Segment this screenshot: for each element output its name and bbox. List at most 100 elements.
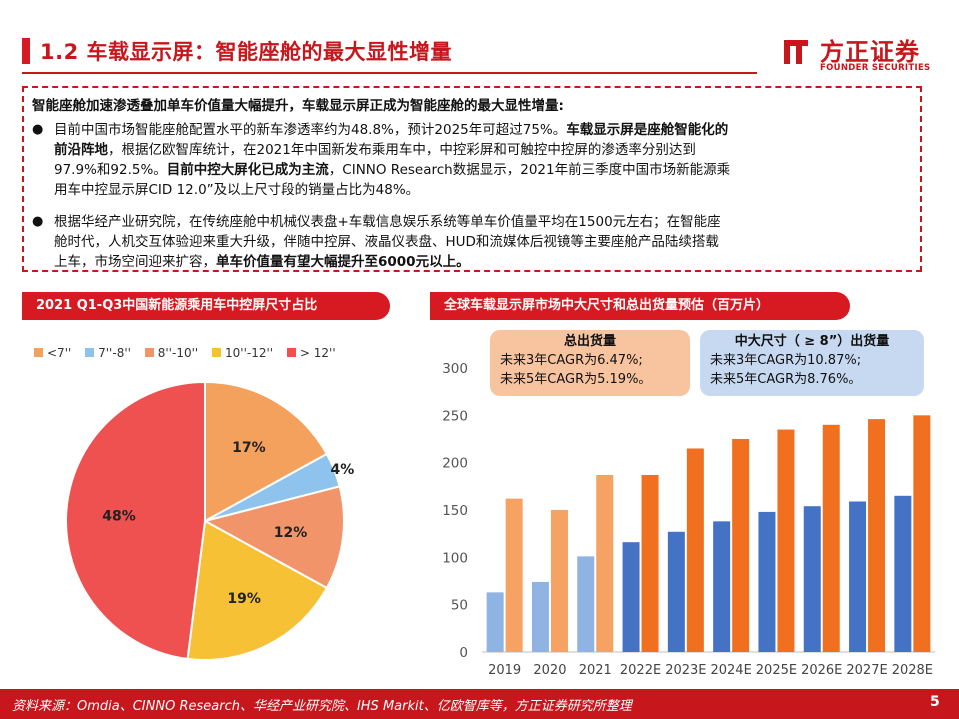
y-tick-label: 0 xyxy=(459,645,468,661)
total-note-title: 总出货量 xyxy=(563,334,616,349)
x-tick-label: 2022E xyxy=(620,663,661,678)
pie-data-label: 48% xyxy=(102,509,136,525)
bullet-1-line-2b: ，根据亿欧智库统计，在2021年中国新发布乘用车中，中控彩屏和可触控中控屏的渗透… xyxy=(108,142,696,158)
logo-chinese-name: 方正证券 xyxy=(820,38,920,66)
bullet-icon: ● xyxy=(32,122,44,137)
bar-total xyxy=(686,448,704,652)
legend-item-7-8: 7''-8'' xyxy=(85,346,131,360)
x-tick-label: 2024E xyxy=(710,663,751,678)
large-note-title: 中大尺寸（ ≥ 8”）出货量 xyxy=(734,334,890,349)
bullet-1-line-1b: 车载显示屏是座舱智能化的 xyxy=(566,122,729,138)
x-tick-label: 2020 xyxy=(533,663,566,678)
pie-data-label: 12% xyxy=(274,525,308,541)
left-chart-title: 2021 Q1-Q3中国新能源乘用车中控屏尺寸占比 xyxy=(22,292,390,320)
pie-chart: 17% 4% 12% 19% 48% xyxy=(65,380,354,661)
bullet-2-line-3a: 上车，市场空间迎来扩容， xyxy=(54,254,216,270)
bar-total xyxy=(777,429,795,652)
bar-large-size xyxy=(894,495,912,652)
summary-headline: 智能座舱加速渗透叠加单车价值量大幅提升，车载显示屏正成为智能座舱的最大显性增量: xyxy=(32,98,564,114)
x-tick-label: 2023E xyxy=(665,663,706,678)
legend-swatch xyxy=(144,348,154,357)
summary-box: 智能座舱加速渗透叠加单车价值量大幅提升，车载显示屏正成为智能座舱的最大显性增量:… xyxy=(22,86,922,272)
founder-logo-icon xyxy=(784,40,808,64)
large-note-line-1: 未来3年CAGR为10.87%; xyxy=(710,353,862,368)
x-tick-label: 2021 xyxy=(579,663,612,678)
bar-large-size xyxy=(486,592,504,652)
bar-total xyxy=(913,415,931,652)
legend-label: > 12'' xyxy=(299,346,336,360)
bullet-1-line-4: 用车中控显示屏CID 12.0”及以上尺寸段的销量占比为48%。 xyxy=(54,182,420,198)
legend-swatch xyxy=(34,348,43,357)
bar-large-size xyxy=(758,511,776,652)
pie-slice xyxy=(204,380,329,523)
bullet-2-line-2: 舱时代，人机交互体验迎来重大升级，伴随中控屏、液晶仪表盘、HUD和流媒体后视镜等… xyxy=(54,234,719,250)
bar-large-size xyxy=(667,531,685,652)
x-tick-label: 2025E xyxy=(756,663,797,678)
bar-chart: 0 50 100 150 200 250 300 2019 2020 2021 2022E 2023E… xyxy=(442,361,935,678)
legend-label: 10''-12'' xyxy=(225,346,274,360)
bar-total xyxy=(732,439,750,652)
bar-large-size xyxy=(577,556,595,652)
bar-total xyxy=(550,510,568,652)
pie-slice xyxy=(65,380,206,661)
bullet-2-line-1: 根据华经产业研究院，在传统座舱中机械仪表盘+车载信息娱乐系统等单车价值量平均在1… xyxy=(54,214,721,230)
pie-data-label: 19% xyxy=(227,591,261,607)
legend-item-10-12: 10''-12'' xyxy=(212,346,273,360)
logo-english-name: FOUNDER SECURITIES xyxy=(820,63,931,73)
y-tick-label: 50 xyxy=(451,598,468,614)
legend-swatch xyxy=(85,348,95,357)
bullet-1-line-1a: 目前中国市场智能座舱配置水平的新车渗透率约为48.8%，预计2025年可超过75… xyxy=(54,122,567,138)
bullet-icon: ● xyxy=(32,214,44,229)
y-tick-label: 150 xyxy=(442,503,468,519)
large-note-line-2: 未来5年CAGR为8.76%。 xyxy=(710,372,862,387)
total-shipment-note: 总出货量 未来3年CAGR为6.47%; 未来5年CAGR为5.19%。 xyxy=(490,330,690,396)
y-tick-label: 250 xyxy=(442,408,468,424)
y-tick-label: 200 xyxy=(442,456,468,472)
bullet-1-text: 目前中国市场智能座舱配置水平的新车渗透率约为48.8%，预计2025年可超过75… xyxy=(54,120,916,200)
bar-large-size xyxy=(713,521,731,652)
pie-legend: <7'' 7''-8'' 8''-10'' 10''-12'' > 12'' xyxy=(34,346,346,360)
legend-label: 7''-8'' xyxy=(98,346,131,360)
title-divider xyxy=(22,72,757,74)
bullet-1-line-3a: 97.9%和92.5%。 xyxy=(54,162,167,178)
total-note-line-2: 未来5年CAGR为5.19%。 xyxy=(500,372,652,387)
right-chart-title: 全球车载显示屏市场中大尺寸和总出货量预估（百万片） xyxy=(430,292,850,320)
pie-data-label: 4% xyxy=(330,462,354,478)
bar-large-size xyxy=(531,581,549,652)
bar-large-size xyxy=(849,501,867,652)
bar-total xyxy=(641,474,659,652)
y-tick-label: 300 xyxy=(442,361,468,377)
large-size-shipment-note: 中大尺寸（ ≥ 8”）出货量 未来3年CAGR为10.87%; 未来5年CAGR… xyxy=(700,330,924,396)
pie-slice xyxy=(202,485,345,590)
legend-label: 8''-10'' xyxy=(157,346,199,360)
legend-item-lt7: <7'' xyxy=(34,346,71,360)
legend-item-8-10: 8''-10'' xyxy=(144,346,199,360)
x-tick-label: 2027E xyxy=(846,663,887,678)
footer-source: 资料来源：Omdia、CINNO Research、华经产业研究院、IHS Ma… xyxy=(12,699,632,714)
legend-swatch xyxy=(212,348,222,357)
bar-total xyxy=(505,498,523,652)
bar-total xyxy=(822,424,840,652)
pie-data-label: 17% xyxy=(232,440,266,456)
x-tick-label: 2028E xyxy=(892,663,933,678)
x-tick-label: 2026E xyxy=(801,663,842,678)
bullet-2-text: 根据华经产业研究院，在传统座舱中机械仪表盘+车载信息娱乐系统等单车价值量平均在1… xyxy=(54,212,916,272)
bar-large-size xyxy=(622,542,640,652)
legend-item-gt12: > 12'' xyxy=(286,346,336,360)
bar-large-size xyxy=(803,506,821,652)
footer-bar xyxy=(0,689,959,719)
title-accent-bar xyxy=(22,38,30,64)
total-note-line-1: 未来3年CAGR为6.47%; xyxy=(500,353,643,368)
bar-total xyxy=(596,474,614,652)
pie-slice xyxy=(186,519,329,661)
x-tick-label: 2019 xyxy=(488,663,521,678)
bar-total xyxy=(868,419,886,652)
y-tick-label: 100 xyxy=(442,550,468,566)
founder-logo: 方正证券 FOUNDER SECURITIES xyxy=(780,30,950,80)
legend-swatch xyxy=(286,348,296,357)
bullet-1-line-3c: ，CINNO Research数据显示，2021年前三季度中国市场新能源乘 xyxy=(328,162,731,178)
bullet-2-line-3b: 单车价值量有望大幅提升至6000元以上。 xyxy=(216,254,470,270)
bullet-1-line-3b: 目前中控大屏化已成为主流 xyxy=(166,162,329,178)
page-title: 1.2 车载显示屏：智能座舱的最大显性增量 xyxy=(40,40,453,64)
bullet-1-line-2a: 前沿阵地 xyxy=(54,142,108,158)
